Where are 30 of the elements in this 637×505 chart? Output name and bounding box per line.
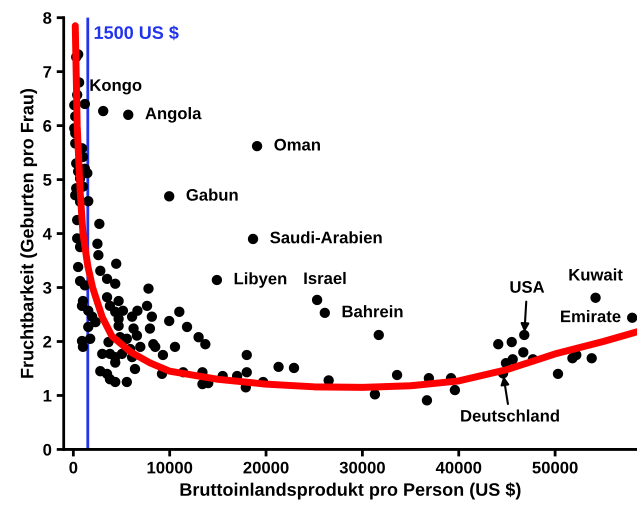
annotation: Emirate — [561, 310, 621, 322]
annotation: Libyen — [234, 272, 286, 288]
y-tick-label: 1 — [44, 390, 52, 402]
annotation: Gabun — [186, 188, 238, 201]
y-tick-label: 5 — [43, 174, 52, 186]
y-tick-label: 2 — [43, 336, 52, 348]
y-axis-title: Fruchtbarkeit (Geburten pro Frau) — [20, 88, 38, 378]
annotation: Deutschland — [461, 409, 559, 422]
x-tick-label: 10000 — [148, 462, 192, 474]
annotation: Kuwait — [569, 268, 623, 281]
y-tick-label: 4 — [42, 228, 52, 240]
y-tick-label: 7 — [43, 66, 52, 78]
x-tick-label: 30000 — [340, 462, 385, 474]
annotation: Saudi-Arabien — [270, 231, 382, 244]
y-tick-label: 3 — [43, 282, 52, 294]
annotation: Oman — [274, 138, 320, 151]
x-tick-label: 20000 — [243, 462, 289, 474]
annotation: Israel — [304, 272, 346, 284]
y-tick-label: 0 — [43, 444, 52, 456]
x-tick-label: 40000 — [436, 462, 482, 474]
annotation: USA — [510, 281, 544, 293]
ref-line-label: 1500 US $ — [94, 25, 179, 40]
x-tick-label: 0 — [69, 462, 78, 474]
annotation: Kongo — [90, 79, 142, 94]
y-tick-label: 6 — [43, 120, 52, 132]
y-tick-label: 8 — [43, 12, 52, 24]
annotation: Angola — [145, 107, 202, 123]
x-tick-label: 50000 — [532, 462, 578, 474]
annotation: Bahrein — [342, 305, 403, 318]
x-axis-title: Bruttoinlandsprodukt pro Person (US $) — [180, 482, 520, 500]
